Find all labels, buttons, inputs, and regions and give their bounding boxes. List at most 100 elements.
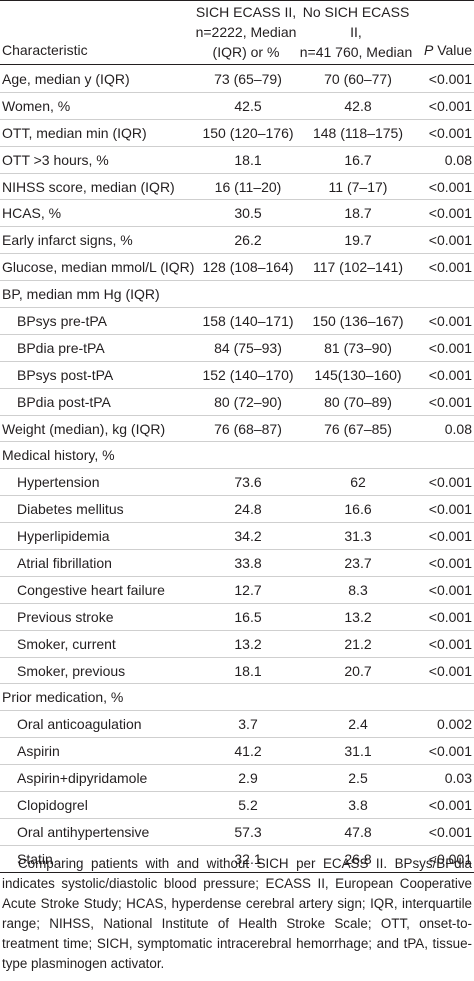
table-row: Smoker, previous 18.1 20.7 <0.001 — [0, 657, 474, 685]
cell-p-value: <0.001 — [428, 743, 472, 760]
cell-nosich: 19.7 — [344, 232, 372, 249]
row-divider — [0, 710, 474, 712]
table-row: Age, median y (IQR) 73 (65–79) 70 (60–77) <… — [0, 66, 474, 93]
header-rule — [0, 64, 474, 65]
table-row: Hyperlipidemia 34.2 31.3 <0.001 — [0, 523, 474, 551]
row-label: OTT >3 hours, % — [2, 151, 109, 168]
row-divider — [0, 387, 474, 389]
row-divider — [0, 495, 474, 497]
row-divider — [0, 441, 474, 443]
row-label: HCAS, % — [2, 205, 62, 222]
row-label: NIHSS score, median (IQR) — [2, 178, 175, 195]
cell-nosich: 81 (73–90) — [324, 339, 392, 356]
cell-nosich: 16.6 — [344, 501, 372, 518]
cell-sich: 150 (120–176) — [202, 124, 294, 141]
cell-p-value: <0.001 — [428, 71, 472, 87]
cell-nosich: 31.3 — [344, 528, 372, 545]
header-nosich-line1: No SICH ECASS II, — [302, 4, 410, 40]
cell-nosich: 26.8 — [344, 850, 372, 867]
table-row: Hypertension 73.6 62 <0.001 — [0, 469, 474, 497]
cell-nosich: 145(130–160) — [314, 366, 402, 383]
table-row: Early infarct signs, % 26.2 19.7 <0.001 — [0, 227, 474, 255]
header-sich-line2: n=2222, Median — [195, 24, 297, 40]
header-characteristic: Characteristic — [2, 42, 88, 58]
cell-p-value: <0.001 — [428, 178, 472, 195]
table-row: BPsys post-tPA 152 (140–170) 145(130–160) <… — [0, 362, 474, 389]
table-row: HCAS, % 30.5 18.7 <0.001 — [0, 200, 474, 228]
header-p-value: P Value — [424, 42, 472, 58]
table-row: Women, % 42.5 42.8 <0.001 — [0, 93, 474, 120]
cell-nosich: 117 (102–141) — [312, 259, 404, 276]
cell-sich: 3.7 — [238, 716, 258, 733]
table-row: Smoker, current 13.2 21.2 <0.001 — [0, 631, 474, 658]
cell-p-value: 0.08 — [444, 151, 472, 168]
row-label: Smoker, current — [17, 635, 116, 652]
row-label: Previous stroke — [17, 608, 114, 625]
cell-p-value: <0.001 — [428, 339, 472, 356]
cell-p-value: <0.001 — [428, 313, 472, 330]
cell-p-value: <0.001 — [428, 124, 472, 141]
cell-p-value: <0.001 — [428, 259, 472, 276]
cell-p-value: <0.001 — [428, 205, 472, 222]
row-label: BP, median mm Hg (IQR) — [2, 286, 160, 303]
row-divider — [0, 764, 474, 766]
table-row: Oral anticoagulation 3.7 2.4 0.002 — [0, 711, 474, 739]
header-p-italic: P — [423, 42, 434, 58]
cell-p-value: <0.001 — [428, 232, 472, 249]
row-label: OTT, median min (IQR) — [2, 124, 147, 141]
cell-nosich: 2.4 — [348, 716, 368, 733]
cell-nosich: 150 (136–167) — [312, 313, 404, 330]
row-label: Prior medication, % — [2, 689, 124, 706]
row-label: Aspirin — [17, 743, 60, 760]
cell-p-value: <0.001 — [428, 528, 472, 545]
cell-p-value: <0.001 — [428, 97, 472, 114]
table-row: Medical history, % — [0, 442, 474, 470]
cell-nosich: 47.8 — [344, 823, 372, 840]
cell-p-value: 0.03 — [444, 770, 472, 787]
table-row: Atrial fibrillation 33.8 23.7 <0.001 — [0, 550, 474, 577]
row-divider — [0, 145, 474, 147]
table-row: Previous stroke 16.5 13.2 <0.001 — [0, 603, 474, 631]
row-divider — [0, 656, 474, 658]
cell-p-value: <0.001 — [428, 635, 472, 652]
cell-sich: 76 (68–87) — [214, 420, 282, 437]
cell-nosich: 31.1 — [344, 743, 372, 760]
cell-p-value: 0.002 — [436, 716, 472, 733]
row-divider — [0, 871, 474, 873]
cell-p-value: <0.001 — [428, 608, 472, 625]
cell-sich: 24.8 — [234, 501, 262, 518]
table-body: Age, median y (IQR) 73 (65–79) 70 (60–77) <… — [0, 66, 474, 873]
cell-sich: 18.1 — [234, 662, 262, 679]
cell-sich: 26.2 — [234, 232, 262, 249]
row-divider — [0, 333, 474, 335]
row-divider — [0, 226, 474, 228]
cell-nosich: 21.2 — [344, 635, 372, 652]
row-label: BPsys post-tPA — [17, 366, 114, 383]
cell-sich: 152 (140–170) — [202, 366, 294, 383]
cell-p-value: <0.001 — [428, 581, 472, 598]
row-divider — [0, 468, 474, 470]
header-sich-line3: (IQR) or % — [212, 44, 280, 60]
cell-p-value: <0.001 — [428, 850, 472, 867]
cell-sich: 57.3 — [234, 823, 262, 840]
row-divider — [0, 683, 474, 685]
table-row: Statin 32.1 26.8 <0.001 — [0, 846, 474, 873]
row-divider — [0, 549, 474, 551]
row-label: Age, median y (IQR) — [2, 71, 130, 87]
cell-sich: 73 (65–79) — [214, 71, 282, 87]
table-row: BPdia post-tPA 80 (72–90) 80 (70–89) <0.001 — [0, 388, 474, 416]
table-row: BPdia pre-tPA 84 (75–93) 81 (73–90) <0.001 — [0, 334, 474, 362]
row-label: Atrial fibrillation — [17, 555, 112, 572]
row-divider — [0, 118, 474, 120]
table-row: BP, median mm Hg (IQR) — [0, 281, 474, 309]
row-divider — [0, 360, 474, 362]
table-row: OTT >3 hours, % 18.1 16.7 0.08 — [0, 147, 474, 174]
row-label: Aspirin+dipyridamole — [17, 770, 148, 787]
table-row: NIHSS score, median (IQR) 16 (11–20) 11 (7… — [0, 173, 474, 201]
table-row: BPsys pre-tPA 158 (140–171) 150 (136–167) <… — [0, 308, 474, 335]
cell-sich: 16 (11–20) — [214, 178, 282, 195]
cell-nosich: 3.8 — [348, 797, 368, 814]
cell-nosich: 8.3 — [348, 581, 368, 598]
cell-p-value: <0.001 — [428, 823, 472, 840]
row-divider — [0, 307, 474, 309]
